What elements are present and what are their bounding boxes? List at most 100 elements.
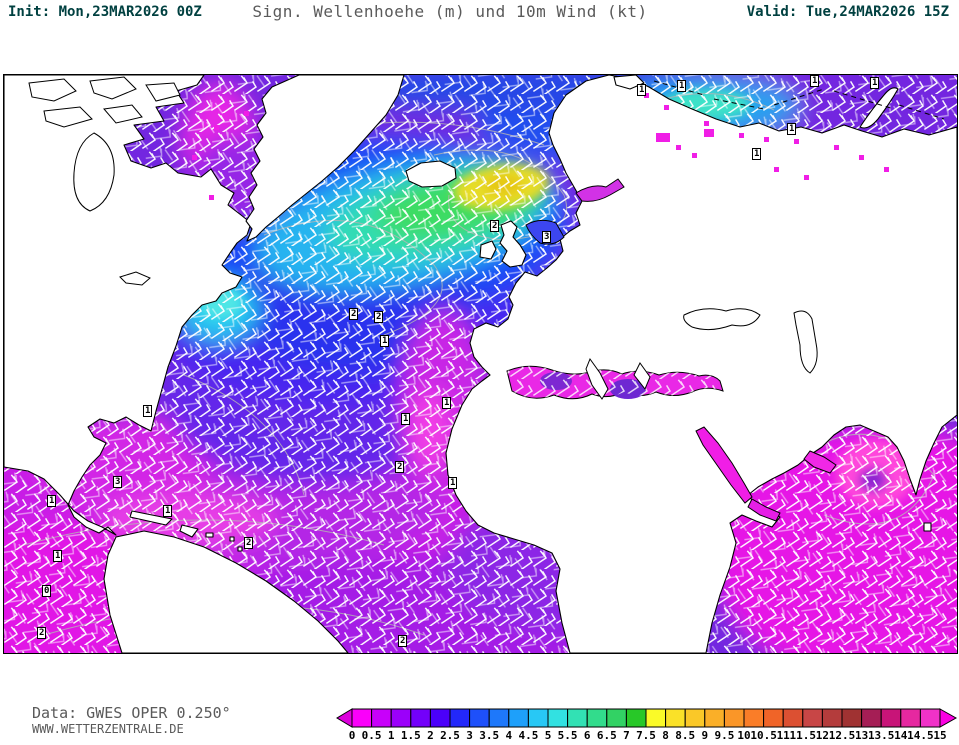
- colorbar-segment: [547, 708, 569, 728]
- colorbar-segment: [821, 708, 843, 728]
- colorbar-segment: [606, 708, 627, 728]
- colorbar-tick-label: 9: [701, 729, 708, 741]
- colorbar-segment: [410, 708, 431, 728]
- wave-height-label: 1: [448, 477, 458, 489]
- colorbar-segment: [586, 708, 608, 728]
- land-south-america: [103, 530, 349, 653]
- colorbar-tick-label: 14: [894, 729, 908, 741]
- colorbar-segment: [743, 708, 765, 728]
- wave-height-label: 3: [113, 476, 123, 488]
- wave-height-label: 0: [42, 585, 52, 597]
- valid-time-label: Valid: Tue,24MAR2026 15Z: [746, 4, 949, 20]
- coastal-wave-specks: [192, 93, 889, 200]
- init-time-label: Init: Mon,23MAR2026 00Z: [8, 4, 202, 20]
- land-cuba: [129, 510, 173, 526]
- colorbar-segment: [763, 708, 784, 728]
- wave-height-label: 1: [401, 413, 411, 425]
- colorbar-segment: [488, 708, 510, 728]
- colorbar-segment: [625, 708, 647, 728]
- colorbar-segment: [469, 708, 490, 728]
- colorbar-tick-label: 7: [623, 729, 630, 741]
- wave-height-colorbar: 0 0.5 1 1.5 2 2.5 3 3.5 4 4.5 5 5.5 6 6.5 7 7.5 8 8.5 9 9.5…: [336, 708, 958, 742]
- colorbar-segment: [684, 708, 706, 728]
- colorbar-underflow-arrow: [336, 708, 353, 728]
- colorbar-tick-label: 7.5: [636, 729, 656, 741]
- colorbar-tick-label: 14.5: [907, 729, 934, 741]
- caspian-sea-outline: [793, 310, 818, 374]
- wave-height-label: 2: [374, 311, 384, 323]
- colorbar-segment: [723, 708, 745, 728]
- land-puerto-rico: [205, 532, 214, 538]
- colorbar-segment: [900, 708, 921, 728]
- wave-height-label: 1: [810, 75, 820, 87]
- wave-height-label: 1: [787, 123, 797, 135]
- great-lakes-outline: [119, 271, 151, 286]
- colorbar-segment: [371, 708, 392, 728]
- wave-height-label: 1: [677, 80, 687, 92]
- colorbar-tick-label: 5.5: [558, 729, 578, 741]
- colorbar-tick-label: 10: [737, 729, 750, 741]
- colorbar-segment: [782, 708, 804, 728]
- colorbar-tick-label: 2: [427, 729, 434, 741]
- wave-height-label: 1: [47, 495, 57, 507]
- colorbar-segment: [645, 708, 667, 728]
- colorbar-tick-label: 10.5: [750, 729, 777, 741]
- colorbar-segment: [802, 708, 823, 728]
- wave-height-label: 1: [442, 397, 452, 409]
- land-antilles-2: [237, 546, 243, 552]
- land-antilles-1: [229, 536, 235, 542]
- land-greece: [633, 362, 651, 390]
- wave-height-label: 1: [870, 77, 880, 89]
- colorbar-tick-label: 4: [505, 729, 512, 741]
- colorbar-tick-label: 0: [349, 729, 356, 741]
- wave-height-label: 2: [244, 537, 254, 549]
- wave-height-label: 1: [163, 505, 173, 517]
- colorbar-tick-label: 8: [662, 729, 669, 741]
- inland-seas: [73, 132, 837, 522]
- colorbar-segment: [919, 708, 941, 728]
- wave-height-label: 1: [143, 405, 153, 417]
- colorbar-tick-label: 0.5: [362, 729, 382, 741]
- colorbar-segment: [567, 708, 588, 728]
- wave-height-label: 1: [53, 550, 63, 562]
- wave-height-label: 1: [637, 84, 647, 96]
- wave-height-label: 2: [398, 635, 408, 647]
- colorbar-tick-label: 6: [584, 729, 591, 741]
- land-greenland: [245, 75, 405, 242]
- wave-height-label: 2: [37, 627, 47, 639]
- red-sea: [695, 426, 753, 504]
- colorbar-segment: [351, 708, 373, 728]
- map-canvas: [4, 75, 957, 653]
- land-iceland: [405, 160, 457, 188]
- wave-height-label: 2: [395, 461, 405, 473]
- colorbar-overflow-arrow: [939, 708, 958, 728]
- colorbar-segment: [449, 708, 471, 728]
- wave-height-label: 3: [542, 231, 552, 243]
- colorbar-tick-label: 13.5: [868, 729, 895, 741]
- colorbar-tick-label: 1.5: [401, 729, 421, 741]
- wave-height-label: 2: [349, 308, 359, 320]
- colorbar-segment: [841, 708, 863, 728]
- colorbar-svg: 0 0.5 1 1.5 2 2.5 3 3.5 4 4.5 5 5.5 6 6.5 7 7.5 8 8.5 9 9.5…: [336, 708, 958, 742]
- mediterranean-barbs: [507, 366, 723, 399]
- land-north-america: [4, 75, 252, 536]
- colorbar-segment: [880, 708, 902, 728]
- wave-height-labels: 1 1 1 1 1 1 2 3 2 2 1 1 1 1 2 1 3 1 1 2 1 0 2 2: [4, 75, 957, 653]
- colorbar-tick-label: 12.5: [829, 729, 856, 741]
- data-source-label: Data: GWES OPER 0.250°: [32, 704, 231, 722]
- colorbar-tick-label: 3: [466, 729, 473, 741]
- colorbar-segment: [527, 708, 549, 728]
- colorbar-tick-label: 11.5: [790, 729, 817, 741]
- wave-height-label: 2: [490, 220, 500, 232]
- colorbar-tick-label: 2.5: [440, 729, 460, 741]
- website-label: WWW.WETTERZENTRALE.DE: [32, 722, 184, 736]
- colorbar-tick-label: 8.5: [675, 729, 695, 741]
- colorbar-tick-label: 4.5: [518, 729, 538, 741]
- colorbar-tick-label: 12: [816, 729, 829, 741]
- land-italy: [585, 357, 609, 400]
- colorbar-tick-label: 3.5: [479, 729, 499, 741]
- wave-height-map: 1 1 1 1 1 1 2 3 2 2 1 1 1 1 2 1 3 1 1 2 1 0 2 2: [3, 74, 958, 654]
- colorbar-tick-label: 13: [855, 729, 868, 741]
- land-ireland: [479, 240, 497, 260]
- colorbar-segment: [861, 708, 882, 728]
